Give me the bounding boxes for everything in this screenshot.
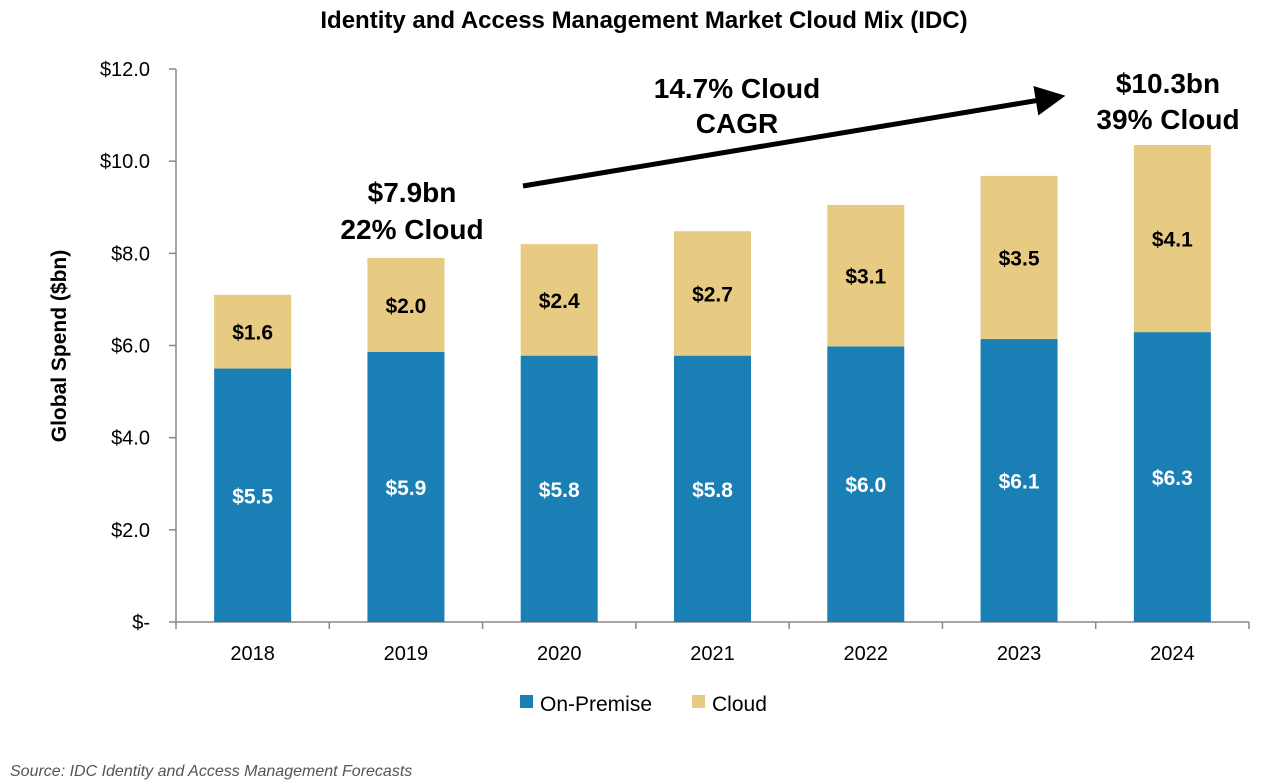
x-tick-label: 2019 <box>384 643 429 665</box>
bar-cloud-2018 <box>214 294 292 369</box>
bar-cloud-2022 <box>827 204 905 347</box>
cagr-arrow <box>522 85 1066 189</box>
y-tick-label: $2.0 <box>111 520 150 542</box>
bar-cloud-2019 <box>367 257 445 352</box>
y-tick-label: $12.0 <box>100 59 150 81</box>
data-label-cloud-2019: $2.0 <box>385 295 426 318</box>
bar-on-premise-2022 <box>827 346 905 622</box>
bar-on-premise-2021 <box>674 355 751 622</box>
source-note: Source: IDC Identity and Access Manageme… <box>10 763 412 780</box>
y-tick-label: $4.0 <box>111 428 150 450</box>
bar-cloud-2024 <box>1133 145 1211 333</box>
legend-swatch-on-premise <box>520 695 533 708</box>
data-label-on-premise-2021: $5.8 <box>692 479 733 502</box>
bar-cloud-2021 <box>674 231 751 356</box>
y-tick-label: $8.0 <box>111 243 150 265</box>
annotation-cagr-line2: CAGR <box>696 108 778 139</box>
data-label-cloud-2018: $1.6 <box>232 322 273 345</box>
x-tick-label: 2023 <box>997 643 1042 665</box>
bar-on-premise-2020 <box>520 355 598 622</box>
annotation-2024-cloud-share: 39% Cloud <box>1096 104 1239 135</box>
y-axis-label: Global Spend ($bn) <box>48 250 71 443</box>
bars-group: $5.5 $1.6 $5.9 $2.0 $5.8 $2.4 $5.8 $2.7 $6.0 $3.1… <box>214 145 1211 622</box>
legend: On-Premise Cloud <box>520 693 767 716</box>
x-axis-tick-labels: 2018 2019 2020 2021 2022 2023 2024 <box>230 643 1194 665</box>
data-label-on-premise-2023: $6.1 <box>999 471 1040 494</box>
data-label-on-premise-2019: $5.9 <box>385 477 426 500</box>
x-tick-label: 2024 <box>1150 643 1195 665</box>
data-label-cloud-2021: $2.7 <box>692 283 733 306</box>
x-tick-label: 2021 <box>690 643 735 665</box>
data-label-cloud-2020: $2.4 <box>539 290 580 313</box>
x-tick-label: 2020 <box>537 643 582 665</box>
annotation-2024-total: $10.3bn <box>1116 68 1220 99</box>
data-label-cloud-2023: $3.5 <box>999 247 1040 270</box>
data-label-cloud-2024: $4.1 <box>1152 229 1193 252</box>
annotation-2019-cloud-share: 22% Cloud <box>340 214 483 245</box>
bar-on-premise-2024 <box>1133 332 1211 622</box>
bar-cloud-2023 <box>980 175 1058 340</box>
data-label-on-premise-2024: $6.3 <box>1152 467 1193 490</box>
bar-on-premise-2023 <box>980 339 1058 622</box>
x-tick-label: 2022 <box>844 643 889 665</box>
data-label-cloud-2022: $3.1 <box>845 266 886 289</box>
legend-label-cloud: Cloud <box>712 693 767 716</box>
data-label-on-premise-2022: $6.0 <box>845 474 886 497</box>
legend-swatch-cloud <box>692 695 705 708</box>
chart-title: Identity and Access Management Market Cl… <box>320 7 967 34</box>
data-label-on-premise-2018: $5.5 <box>232 485 273 508</box>
annotation-2019-total: $7.9bn <box>368 177 457 208</box>
data-label-on-premise-2020: $5.8 <box>539 479 580 502</box>
bar-on-premise-2018 <box>214 368 292 622</box>
bar-cloud-2020 <box>520 244 598 356</box>
y-tick-label: $6.0 <box>111 336 150 358</box>
annotation-cagr-line1: 14.7% Cloud <box>654 73 820 104</box>
legend-label-on-premise: On-Premise <box>540 693 652 716</box>
bar-on-premise-2019 <box>367 351 445 622</box>
x-tick-label: 2018 <box>230 643 275 665</box>
y-tick-label: $10.0 <box>100 151 150 173</box>
y-tick-label: $- <box>132 612 150 634</box>
y-axis-ticks: $- $2.0 $4.0 $6.0 $8.0 $10.0 $12.0 <box>100 59 1250 634</box>
